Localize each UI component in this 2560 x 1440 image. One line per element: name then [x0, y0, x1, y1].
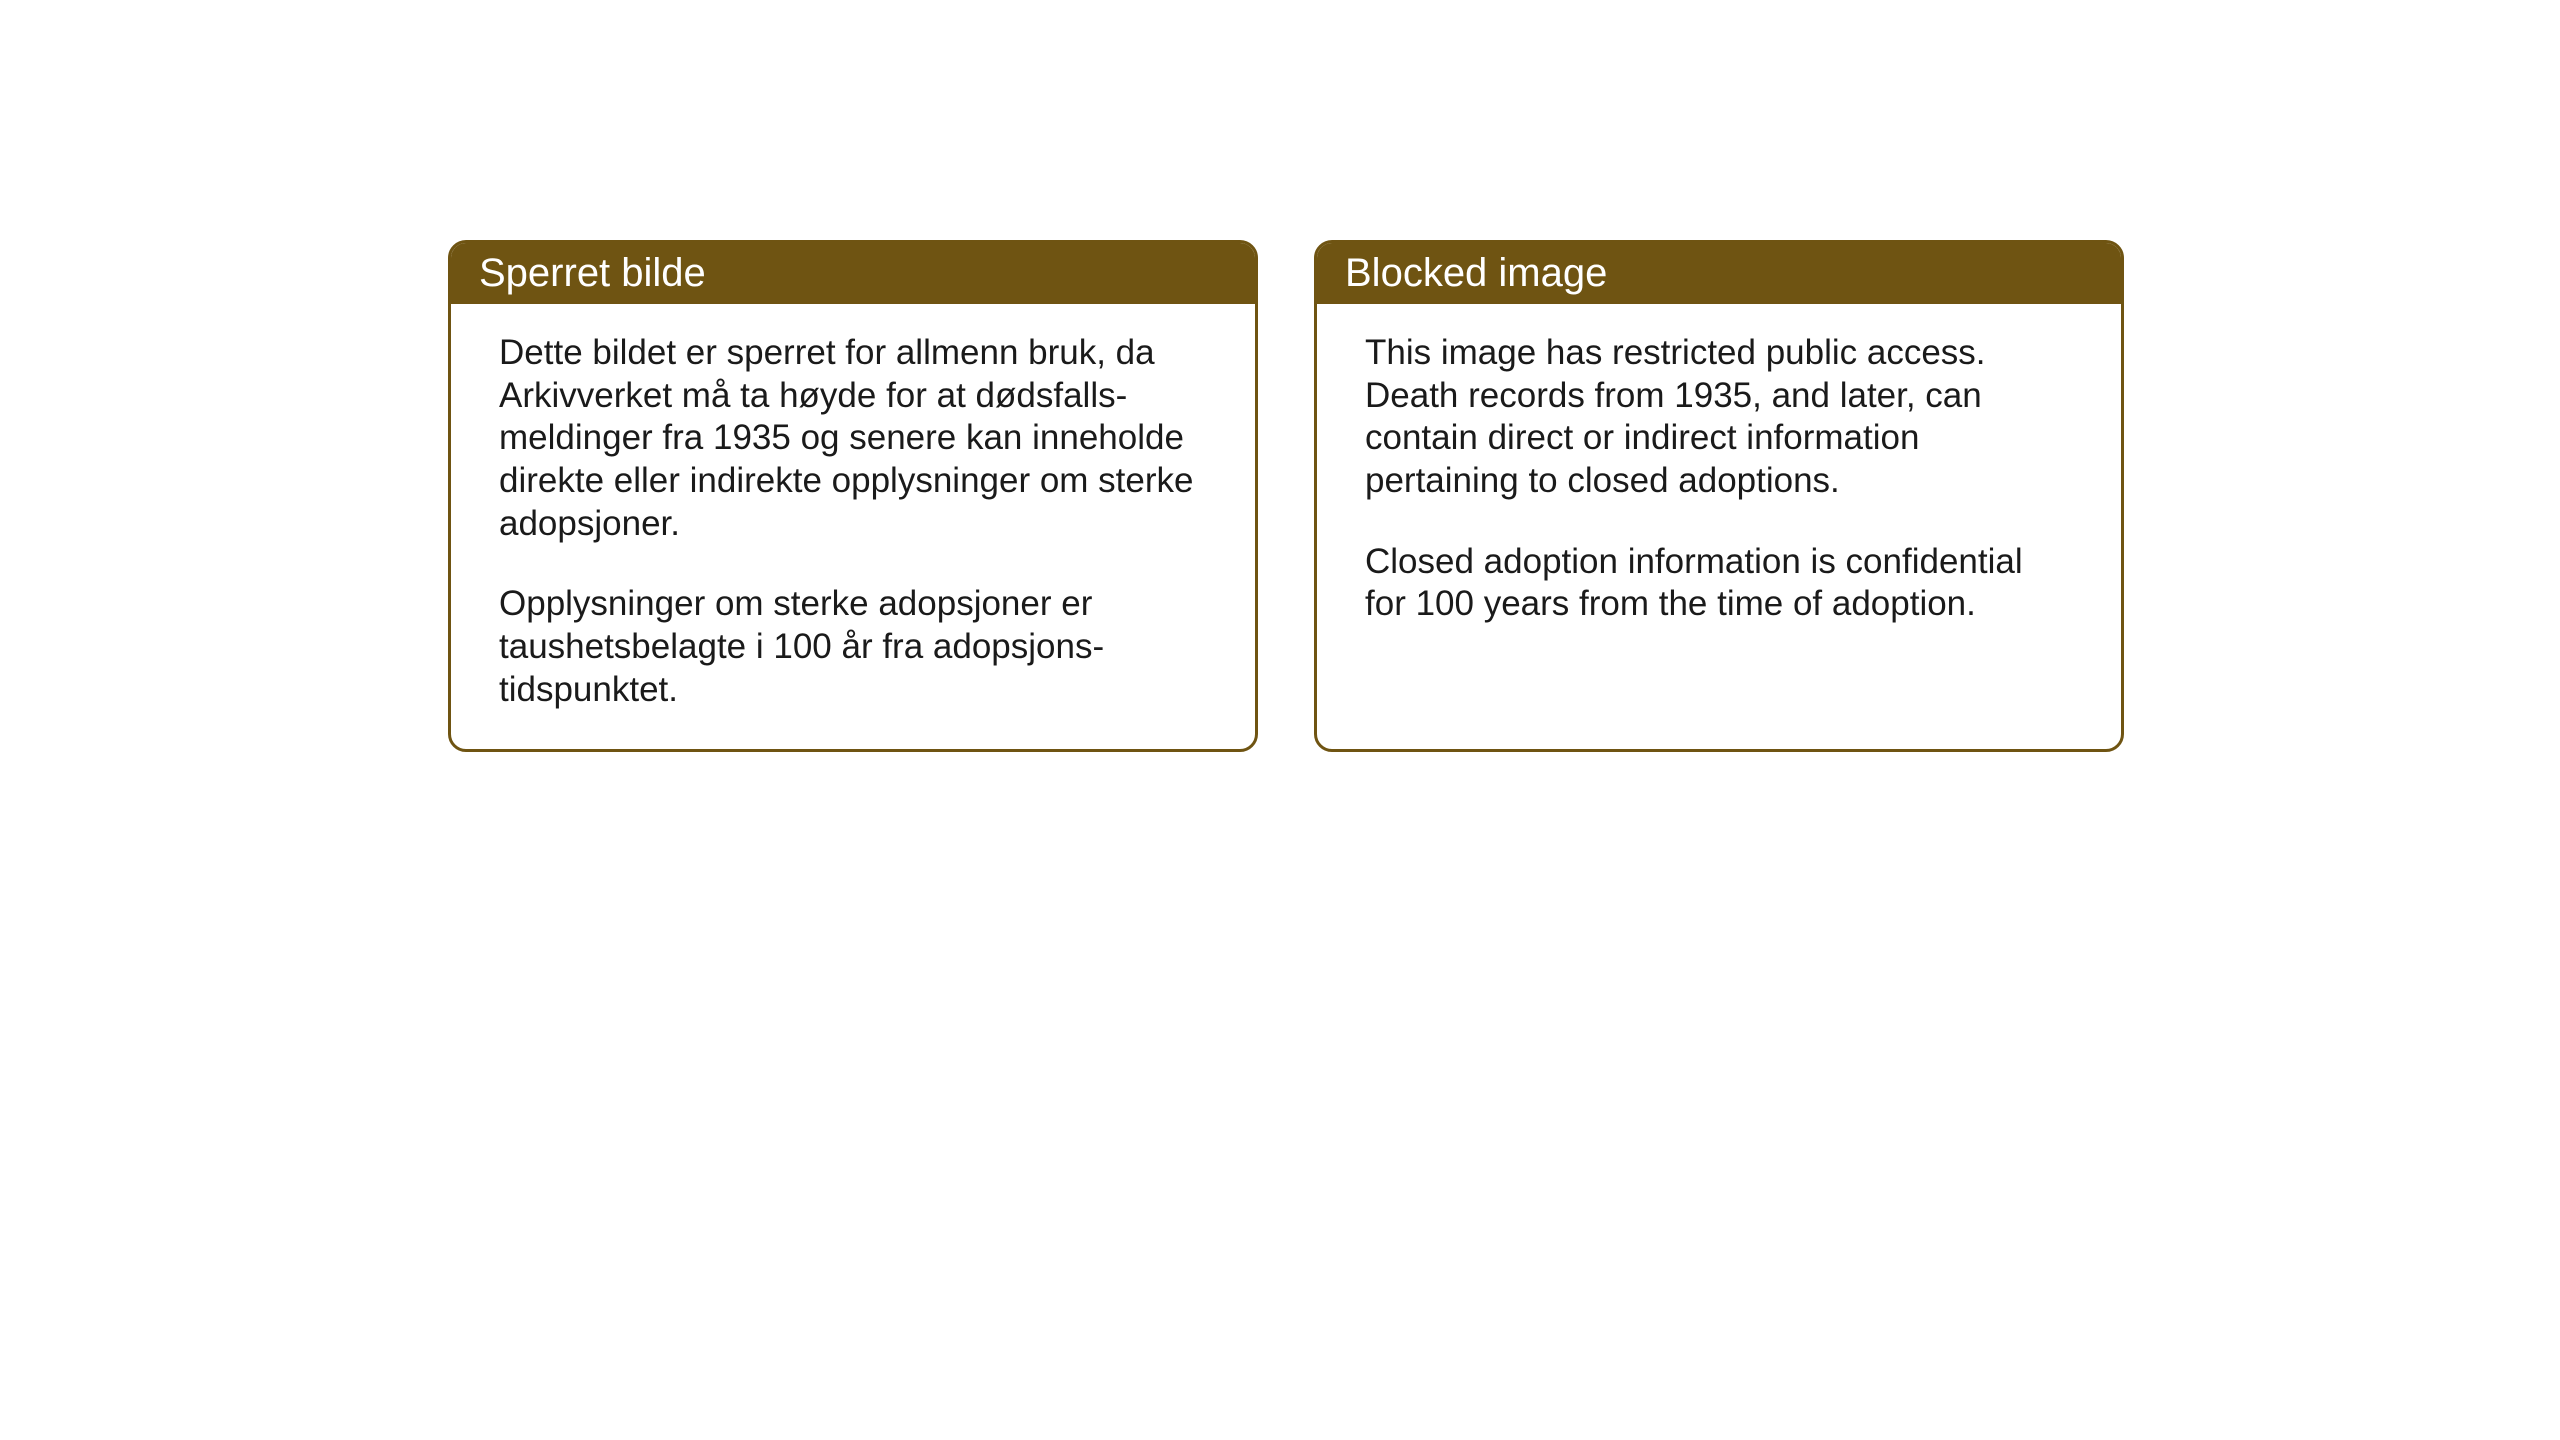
- card-paragraph-2-norwegian: Opplysninger om sterke adopsjoner er tau…: [499, 583, 1207, 711]
- card-body-norwegian: Dette bildet er sperret for allmenn bruk…: [451, 304, 1255, 748]
- card-paragraph-2-english: Closed adoption information is confident…: [1365, 541, 2073, 626]
- notice-card-english: Blocked image This image has restricted …: [1314, 240, 2124, 752]
- card-title-norwegian: Sperret bilde: [479, 251, 706, 295]
- card-header-english: Blocked image: [1317, 243, 2121, 304]
- notice-cards-container: Sperret bilde Dette bildet er sperret fo…: [448, 240, 2124, 752]
- card-paragraph-1-english: This image has restricted public access.…: [1365, 332, 2073, 503]
- card-title-english: Blocked image: [1345, 251, 1607, 295]
- card-header-norwegian: Sperret bilde: [451, 243, 1255, 304]
- card-paragraph-1-norwegian: Dette bildet er sperret for allmenn bruk…: [499, 332, 1207, 545]
- card-body-english: This image has restricted public access.…: [1317, 304, 2121, 662]
- notice-card-norwegian: Sperret bilde Dette bildet er sperret fo…: [448, 240, 1258, 752]
